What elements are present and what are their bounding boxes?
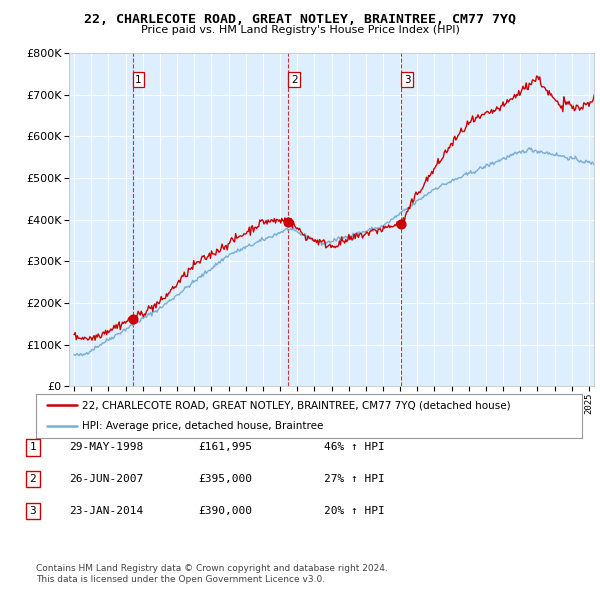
- Text: Price paid vs. HM Land Registry's House Price Index (HPI): Price paid vs. HM Land Registry's House …: [140, 25, 460, 35]
- Text: 2: 2: [291, 75, 298, 85]
- Text: 26-JUN-2007: 26-JUN-2007: [69, 474, 143, 484]
- Text: 2: 2: [29, 474, 37, 484]
- Text: 23-JAN-2014: 23-JAN-2014: [69, 506, 143, 516]
- Text: 1: 1: [29, 442, 37, 452]
- Text: £161,995: £161,995: [198, 442, 252, 452]
- Text: 29-MAY-1998: 29-MAY-1998: [69, 442, 143, 452]
- Text: 27% ↑ HPI: 27% ↑ HPI: [324, 474, 385, 484]
- Point: [128, 314, 137, 324]
- Text: Contains HM Land Registry data © Crown copyright and database right 2024.: Contains HM Land Registry data © Crown c…: [36, 565, 388, 573]
- Text: 1: 1: [135, 75, 142, 85]
- Text: 46% ↑ HPI: 46% ↑ HPI: [324, 442, 385, 452]
- Text: This data is licensed under the Open Government Licence v3.0.: This data is licensed under the Open Gov…: [36, 575, 325, 584]
- Text: £395,000: £395,000: [198, 474, 252, 484]
- Point: [284, 217, 293, 227]
- Text: 3: 3: [404, 75, 410, 85]
- Text: 22, CHARLECOTE ROAD, GREAT NOTLEY, BRAINTREE, CM77 7YQ (detached house): 22, CHARLECOTE ROAD, GREAT NOTLEY, BRAIN…: [82, 401, 511, 411]
- Text: HPI: Average price, detached house, Braintree: HPI: Average price, detached house, Brai…: [82, 421, 324, 431]
- Text: £390,000: £390,000: [198, 506, 252, 516]
- Text: 20% ↑ HPI: 20% ↑ HPI: [324, 506, 385, 516]
- Text: 22, CHARLECOTE ROAD, GREAT NOTLEY, BRAINTREE, CM77 7YQ: 22, CHARLECOTE ROAD, GREAT NOTLEY, BRAIN…: [84, 13, 516, 26]
- Point: [397, 219, 406, 229]
- Text: 3: 3: [29, 506, 37, 516]
